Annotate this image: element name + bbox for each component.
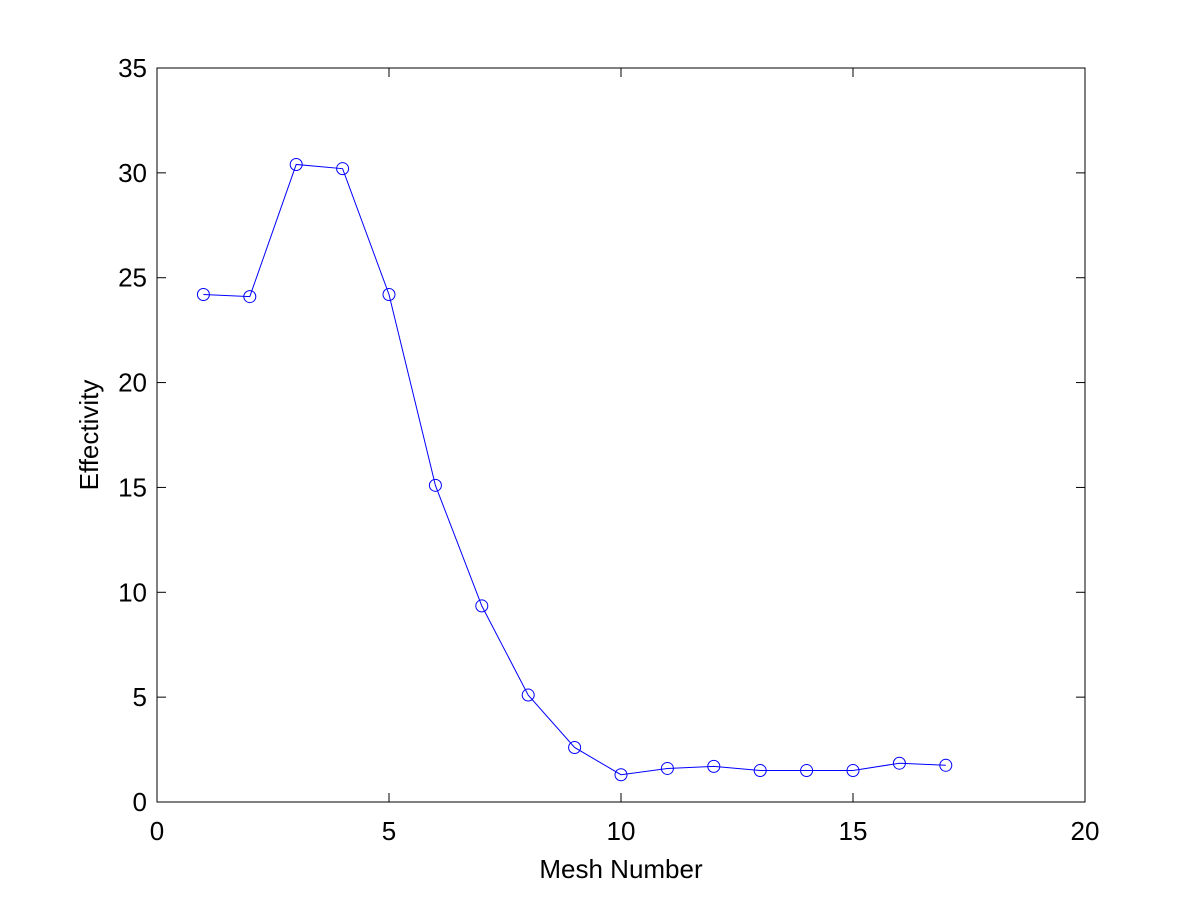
marker bbox=[707, 759, 721, 773]
x-tick-label: 10 bbox=[607, 816, 636, 846]
y-tick-label: 10 bbox=[118, 577, 147, 607]
y-tick-label: 5 bbox=[133, 682, 147, 712]
marker bbox=[382, 287, 396, 301]
plot-frame bbox=[156, 67, 1086, 803]
marker bbox=[892, 756, 906, 770]
y-tick-label: 35 bbox=[118, 53, 147, 83]
x-tick-label: 20 bbox=[1071, 816, 1100, 846]
y-tick-label: 25 bbox=[118, 263, 147, 293]
y-tick-label: 30 bbox=[118, 158, 147, 188]
marker bbox=[568, 740, 582, 754]
x-tick-label: 15 bbox=[839, 816, 868, 846]
line bbox=[203, 163, 946, 776]
marker bbox=[939, 758, 953, 772]
x-tick-label: 0 bbox=[150, 816, 164, 846]
x-axis-label: Mesh Number bbox=[539, 854, 703, 884]
y-axis-label: Effectivity bbox=[74, 380, 104, 491]
marker bbox=[336, 162, 350, 176]
marker bbox=[475, 599, 489, 613]
marker bbox=[753, 764, 767, 778]
marker bbox=[660, 761, 674, 775]
marker bbox=[243, 290, 257, 304]
x-tick-label: 5 bbox=[382, 816, 396, 846]
y-tick-label: 20 bbox=[118, 368, 147, 398]
marker bbox=[846, 764, 860, 778]
marker bbox=[800, 764, 814, 778]
y-tick-label: 15 bbox=[118, 472, 147, 502]
marker bbox=[428, 478, 442, 492]
marker bbox=[521, 688, 535, 702]
marker bbox=[289, 157, 303, 171]
marker bbox=[196, 287, 210, 301]
marker bbox=[614, 768, 628, 782]
y-tick-label: 0 bbox=[133, 787, 147, 817]
